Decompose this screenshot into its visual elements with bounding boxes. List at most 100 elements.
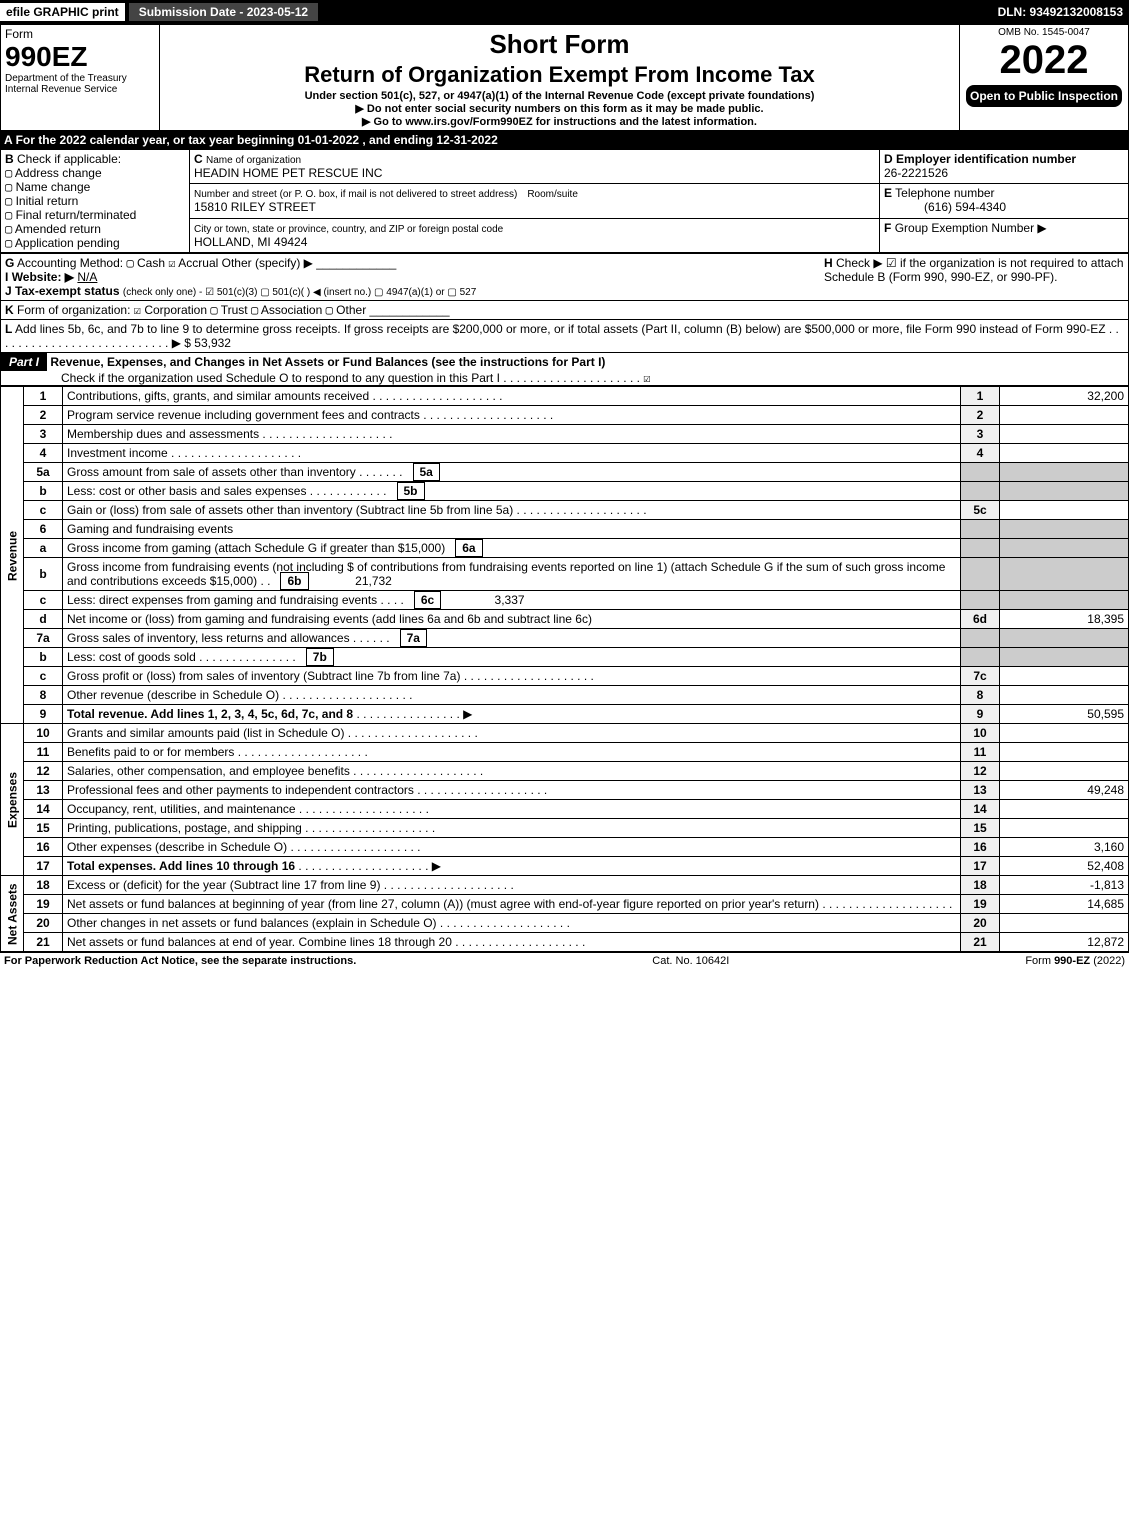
form-word: Form	[5, 27, 155, 41]
line-17-amt: 52,408	[1000, 857, 1129, 876]
tax-exempt-label: Tax-exempt status	[15, 284, 119, 298]
short-form-title: Short Form	[164, 29, 955, 60]
efile-label: efile GRAPHIC print	[0, 3, 125, 21]
dept-label: Department of the Treasury Internal Reve…	[5, 73, 155, 95]
line-20-amt	[1000, 914, 1129, 933]
opt-amended-return[interactable]: Amended return	[15, 222, 101, 236]
line-5b-sublabel: 5b	[397, 482, 425, 500]
opt-name-change[interactable]: Name change	[16, 180, 91, 194]
part-I-check-text: Check if the organization used Schedule …	[1, 371, 500, 385]
line-5c-desc: Gain or (loss) from sale of assets other…	[63, 501, 961, 520]
street-value: 15810 RILEY STREET	[194, 200, 316, 214]
opt-association[interactable]: Association	[261, 303, 322, 317]
group-exemption-label: Group Exemption Number ▶	[895, 221, 1047, 235]
line-6c-sublabel: 6c	[414, 591, 441, 609]
phone-value: (616) 594-4340	[884, 200, 1006, 214]
opt-trust[interactable]: Trust	[221, 303, 248, 317]
line-3-desc: Membership dues and assessments	[63, 425, 961, 444]
tax-exempt-detail: (check only one) - ☑ 501(c)(3) ▢ 501(c)(…	[123, 287, 476, 298]
part-I-label: Part I	[1, 353, 47, 371]
line-14-desc: Occupancy, rent, utilities, and maintena…	[63, 800, 961, 819]
line-13-desc: Professional fees and other payments to …	[63, 781, 961, 800]
line-19-desc: Net assets or fund balances at beginning…	[63, 895, 961, 914]
ein-label: Employer identification number	[896, 152, 1076, 166]
subtitle: Under section 501(c), 527, or 4947(a)(1)…	[164, 90, 955, 102]
line-4-desc: Investment income	[63, 444, 961, 463]
line-17-arrow: ▶	[432, 859, 441, 873]
line-14-amt	[1000, 800, 1129, 819]
line-6b-sublabel: 6b	[280, 572, 308, 590]
opt-other-method[interactable]: Other (specify) ▶	[222, 256, 313, 270]
line-7c-amt	[1000, 667, 1129, 686]
line-6c-desc: Less: direct expenses from gaming and fu…	[67, 593, 377, 607]
submission-date: Submission Date - 2023-05-12	[129, 3, 318, 21]
line-6b-desc: Gross income from fundraising events (no…	[67, 560, 945, 588]
street-label: Number and street (or P. O. box, if mail…	[194, 189, 517, 200]
org-name: HEADIN HOME PET RESCUE INC	[194, 166, 382, 180]
form-code: 990EZ	[5, 41, 155, 73]
footer-right: Form 990-EZ (2022)	[1025, 955, 1125, 967]
line-L: L Add lines 5b, 6c, and 7b to line 9 to …	[0, 320, 1129, 353]
opt-corporation[interactable]: Corporation	[144, 303, 207, 317]
website-value: N/A	[77, 270, 97, 284]
line-12-amt	[1000, 762, 1129, 781]
part-I-header: Part I Revenue, Expenses, and Changes in…	[0, 353, 1129, 386]
form-of-org-label: Form of organization:	[17, 303, 130, 317]
main-title: Return of Organization Exempt From Incom…	[164, 62, 955, 88]
org-name-label: Name of organization	[206, 155, 301, 166]
opt-address-change[interactable]: Address change	[15, 166, 102, 180]
line-K: K Form of organization: ☑ Corporation ▢ …	[0, 301, 1129, 320]
schedule-o-checkbox[interactable]: ☑	[643, 371, 650, 385]
opt-final-return[interactable]: Final return/terminated	[16, 208, 137, 222]
line-9-desc: Total revenue. Add lines 1, 2, 3, 4, 5c,…	[67, 707, 353, 721]
line-3-amt	[1000, 425, 1129, 444]
line-21-desc: Net assets or fund balances at end of ye…	[63, 933, 961, 952]
line-8-amt	[1000, 686, 1129, 705]
phone-label: Telephone number	[895, 186, 994, 200]
opt-initial-return[interactable]: Initial return	[16, 194, 79, 208]
line-10-amt	[1000, 724, 1129, 743]
line-11-desc: Benefits paid to or for members	[63, 743, 961, 762]
check-applicable-label: Check if applicable:	[17, 152, 121, 166]
line-1-desc: Contributions, gifts, grants, and simila…	[63, 387, 961, 406]
line-6d-amt: 18,395	[1000, 610, 1129, 629]
opt-cash[interactable]: Cash	[137, 256, 165, 270]
line-7b-desc: Less: cost of goods sold	[67, 650, 196, 664]
footer-mid: Cat. No. 10642I	[652, 955, 729, 967]
line-6b-subamt: 21,732	[312, 574, 392, 588]
part-I-title: Revenue, Expenses, and Changes in Net As…	[50, 355, 605, 369]
opt-other-org[interactable]: Other	[336, 303, 366, 317]
line-4-amt	[1000, 444, 1129, 463]
open-to-public-badge: Open to Public Inspection	[966, 85, 1122, 107]
opt-application-pending[interactable]: Application pending	[15, 236, 120, 250]
line-5a-sublabel: 5a	[413, 463, 440, 481]
ssn-warning: ▶ Do not enter social security numbers o…	[164, 102, 955, 115]
line-6c-subamt: 3,337	[445, 593, 525, 607]
revenue-section-label: Revenue	[1, 387, 24, 724]
line-6d-desc: Net income or (loss) from gaming and fun…	[63, 610, 961, 629]
tax-year: 2022	[964, 38, 1124, 83]
line-6-desc: Gaming and fundraising events	[63, 520, 961, 539]
goto-link[interactable]: ▶ Go to www.irs.gov/Form990EZ for instru…	[164, 115, 955, 128]
line-16-amt: 3,160	[1000, 838, 1129, 857]
website-label: Website: ▶	[12, 270, 74, 284]
line-6a-desc: Gross income from gaming (attach Schedul…	[67, 541, 445, 555]
line-12-desc: Salaries, other compensation, and employ…	[63, 762, 961, 781]
line-7c-desc: Gross profit or (loss) from sales of inv…	[63, 667, 961, 686]
room-label: Room/suite	[527, 189, 578, 200]
line-9-amt: 50,595	[1000, 705, 1129, 724]
line-18-amt: -1,813	[1000, 876, 1129, 895]
line-5c-amt	[1000, 501, 1129, 520]
line-11-amt	[1000, 743, 1129, 762]
accounting-method-label: Accounting Method:	[17, 256, 123, 270]
line-A: A For the 2022 calendar year, or tax yea…	[0, 131, 1129, 149]
line-8-desc: Other revenue (describe in Schedule O)	[63, 686, 961, 705]
line-13-amt: 49,248	[1000, 781, 1129, 800]
line-15-amt	[1000, 819, 1129, 838]
omb-number: OMB No. 1545-0047	[964, 27, 1124, 38]
line-10-desc: Grants and similar amounts paid (list in…	[63, 724, 961, 743]
opt-accrual[interactable]: Accrual	[178, 256, 218, 270]
line-19-amt: 14,685	[1000, 895, 1129, 914]
page-footer: For Paperwork Reduction Act Notice, see …	[0, 952, 1129, 969]
line-6a-sublabel: 6a	[455, 539, 482, 557]
